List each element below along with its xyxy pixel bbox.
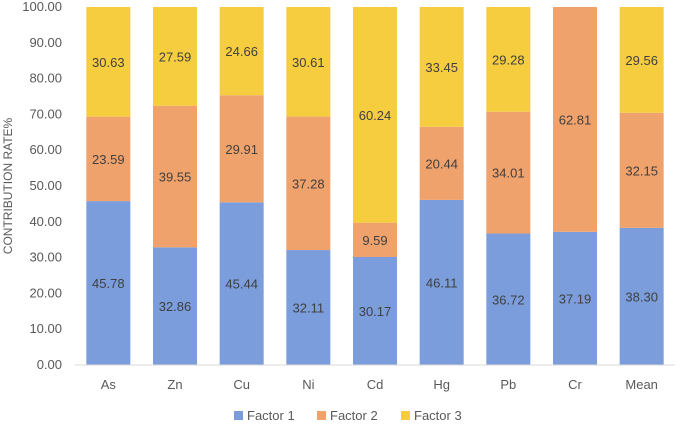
bars-group xyxy=(86,7,664,365)
bar-segment xyxy=(486,233,531,365)
data-label: 27.59 xyxy=(159,49,192,64)
bar-segment xyxy=(153,7,197,106)
bar-segment xyxy=(86,201,131,365)
data-label: 62.81 xyxy=(559,112,592,127)
bar-segment xyxy=(353,222,397,257)
data-label: 37.19 xyxy=(559,291,592,306)
x-tick-label: Mean xyxy=(625,377,658,392)
data-label: 37.28 xyxy=(292,176,325,191)
y-tick-label: 70.00 xyxy=(29,106,62,121)
bar-segment xyxy=(486,111,531,234)
bar-segment xyxy=(219,7,264,96)
data-label: 36.72 xyxy=(492,292,525,307)
bar-segment xyxy=(486,7,531,112)
x-tick-label: Cu xyxy=(233,377,250,392)
bar-segment xyxy=(219,95,264,203)
bar-segment xyxy=(419,199,464,365)
data-label: 30.17 xyxy=(359,304,392,319)
bar-segment xyxy=(553,231,597,365)
bar-segment xyxy=(553,7,597,232)
x-tick-label: Ni xyxy=(302,377,314,392)
data-label: 24.66 xyxy=(225,44,258,59)
data-label: 39.55 xyxy=(159,170,192,185)
y-axis-label: CONTRIBUTION RATE% xyxy=(1,117,15,254)
y-tick-label: 10.00 xyxy=(29,321,62,336)
bar-segment xyxy=(619,112,664,228)
legend-swatch xyxy=(317,411,326,420)
x-tick-label: Pb xyxy=(500,377,516,392)
bar-segment xyxy=(153,247,197,365)
bar-segment xyxy=(286,250,331,365)
bar-segment xyxy=(86,7,131,117)
bar-segment xyxy=(419,126,464,200)
x-tick-label: Zn xyxy=(167,377,182,392)
data-label: 30.63 xyxy=(92,55,125,70)
x-tick-label: Hg xyxy=(433,377,450,392)
x-axis: As Zn Cu Ni Cd Hg Pb Cr Mean xyxy=(75,364,675,392)
bar-segment xyxy=(153,105,197,248)
y-tick-label: 60.00 xyxy=(29,142,62,157)
data-label: 32.11 xyxy=(293,301,325,316)
legend-label: Factor 2 xyxy=(330,408,378,423)
bar-segment xyxy=(219,202,264,365)
data-label: 32.86 xyxy=(159,299,192,314)
y-tick-label: 0.00 xyxy=(37,357,62,372)
bar-segment xyxy=(419,7,464,127)
x-tick-label: Cd xyxy=(367,377,384,392)
legend-swatch xyxy=(234,411,243,420)
bar-segment xyxy=(619,7,664,113)
y-axis: 0.00 10.00 20.00 30.00 40.00 50.00 60.00 70.00 8… xyxy=(22,0,62,372)
data-label: 32.15 xyxy=(625,163,658,178)
data-label: 23.59 xyxy=(92,152,125,167)
legend: Factor 1 Factor 2 Factor 3 xyxy=(234,408,462,423)
data-label: 29.91 xyxy=(225,142,258,157)
data-label: 20.44 xyxy=(425,156,458,171)
y-tick-label: 40.00 xyxy=(29,214,62,229)
data-label: 30.61 xyxy=(292,55,325,70)
data-label: 29.28 xyxy=(492,52,525,67)
data-label: 9.59 xyxy=(362,233,387,248)
legend-label: Factor 1 xyxy=(247,408,295,423)
data-label: 38.30 xyxy=(625,289,658,304)
y-tick-label: 100.00 xyxy=(22,0,62,14)
data-label: 46.11 xyxy=(426,275,458,290)
bar-segment xyxy=(353,256,397,365)
data-labels-group: 45.78 23.59 30.63 32.86 39.55 27.59 45.44 29.91… xyxy=(92,44,658,319)
bar-segment xyxy=(286,116,331,251)
x-tick-label: Cr xyxy=(568,377,582,392)
x-tick-label: As xyxy=(101,377,117,392)
data-label: 33.45 xyxy=(425,60,458,75)
data-label: 45.44 xyxy=(225,277,258,292)
data-label: 60.24 xyxy=(359,108,392,123)
y-tick-label: 80.00 xyxy=(29,71,62,86)
data-label: 45.78 xyxy=(92,276,125,291)
bar-segment xyxy=(353,7,397,223)
data-label: 29.56 xyxy=(625,53,658,68)
data-label: 34.01 xyxy=(492,166,525,181)
legend-swatch xyxy=(401,411,410,420)
legend-label: Factor 3 xyxy=(414,408,462,423)
bar-segment xyxy=(86,116,131,202)
y-tick-label: 30.00 xyxy=(29,250,62,265)
y-tick-label: 20.00 xyxy=(29,285,62,300)
bar-segment xyxy=(619,227,664,365)
bar-segment xyxy=(286,7,331,117)
y-tick-label: 90.00 xyxy=(29,35,62,50)
y-tick-label: 50.00 xyxy=(29,178,62,193)
